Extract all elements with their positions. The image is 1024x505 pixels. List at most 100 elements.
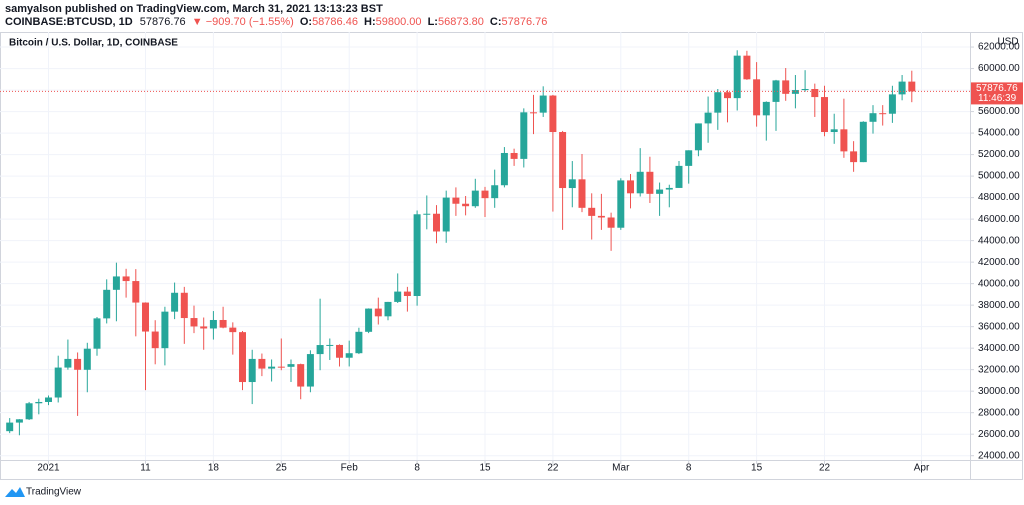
candle — [743, 50, 751, 80]
logo — [5, 487, 25, 497]
candle — [248, 349, 256, 405]
candle-body — [675, 165, 683, 188]
candle-body — [413, 214, 421, 297]
candle-body — [510, 152, 518, 159]
candle-body — [326, 344, 334, 346]
candle — [840, 98, 848, 158]
y-tick-label: 40000.00 — [978, 278, 1020, 289]
candle-body — [733, 55, 741, 99]
candle-body — [433, 213, 440, 232]
candle-body — [316, 345, 324, 355]
candle — [345, 340, 353, 367]
y-tick-label: 28000.00 — [978, 407, 1020, 418]
y-tick-label: 38000.00 — [978, 300, 1020, 311]
candle — [15, 419, 23, 436]
candle — [384, 301, 392, 321]
candle-body — [103, 289, 111, 319]
candle — [336, 344, 343, 367]
candle-body — [355, 331, 363, 354]
candle — [452, 187, 460, 216]
candle — [45, 395, 52, 406]
x-tick-label: 25 — [276, 463, 288, 474]
candle — [171, 282, 179, 320]
candle — [200, 317, 208, 350]
candle-body — [801, 88, 809, 91]
candle-body — [481, 190, 489, 199]
candle — [355, 327, 363, 355]
candle — [685, 150, 693, 184]
candle-body — [345, 353, 353, 358]
candle-body — [879, 113, 887, 115]
candle-body — [665, 187, 673, 190]
candle — [665, 184, 673, 208]
candle-body — [753, 79, 761, 116]
candle — [714, 88, 722, 130]
candle — [811, 83, 819, 117]
candle — [549, 94, 557, 212]
price: 57876.76 — [140, 16, 186, 28]
candle — [471, 178, 479, 208]
candle-body — [365, 308, 373, 332]
y-tick-label: 48000.00 — [978, 192, 1020, 203]
candle-body — [239, 332, 246, 383]
candle-body — [617, 180, 625, 228]
y-tick-label: 30000.00 — [978, 386, 1020, 397]
candle-body — [258, 358, 266, 369]
candle-body — [549, 95, 557, 133]
candle-body — [83, 348, 91, 370]
candle — [869, 105, 877, 134]
candle — [636, 148, 644, 197]
candle-body — [35, 401, 43, 404]
candle — [898, 75, 906, 101]
symbol-line: COINBASE:BTCUSD, 1D 57876.76 ▼ −909.70 (… — [5, 16, 547, 28]
candle-body — [597, 215, 605, 218]
candle-body — [297, 364, 305, 387]
candle-body — [888, 94, 896, 114]
candle — [277, 338, 285, 371]
candle — [306, 350, 314, 393]
ohlc-label: O: — [300, 16, 312, 28]
candle — [374, 297, 382, 325]
y-tick-label: 24000.00 — [978, 450, 1020, 461]
candle-body — [190, 318, 198, 327]
ohlc-label: H: — [364, 16, 376, 28]
candle-body — [811, 88, 819, 98]
candle — [646, 156, 654, 203]
candle — [559, 130, 567, 230]
candle — [423, 195, 431, 230]
candle — [287, 359, 295, 383]
candle-body — [64, 358, 72, 368]
candle-body — [830, 129, 838, 133]
candle — [74, 352, 82, 416]
x-tick-label: 2021 — [37, 463, 60, 474]
candle-body — [122, 276, 130, 282]
candle-body — [588, 207, 596, 216]
x-tick-label: 11 — [140, 463, 151, 474]
candle — [530, 94, 537, 135]
candle — [888, 85, 896, 123]
candle-body — [782, 80, 790, 94]
candle — [161, 306, 169, 366]
candle-body — [636, 171, 644, 194]
candle-body — [627, 180, 634, 194]
ohlc-value: 57876.76 — [502, 16, 548, 28]
candle-body — [209, 319, 217, 329]
candle-body — [93, 318, 101, 349]
candle — [821, 85, 828, 137]
candle — [239, 330, 246, 391]
ohlc-value: 56873.80 — [438, 16, 484, 28]
candle-body — [6, 422, 14, 432]
candle-body — [423, 213, 431, 215]
candle-body — [500, 152, 508, 186]
candle — [772, 79, 780, 131]
candle-body — [714, 92, 722, 113]
x-tick-label: 8 — [686, 463, 692, 474]
candle-body — [132, 281, 140, 303]
candle — [394, 273, 402, 303]
candle-body — [452, 197, 460, 204]
y-tick-label: 26000.00 — [978, 429, 1020, 440]
candle — [830, 113, 838, 144]
candle — [801, 70, 809, 92]
y-tick-label: 56000.00 — [978, 106, 1020, 117]
